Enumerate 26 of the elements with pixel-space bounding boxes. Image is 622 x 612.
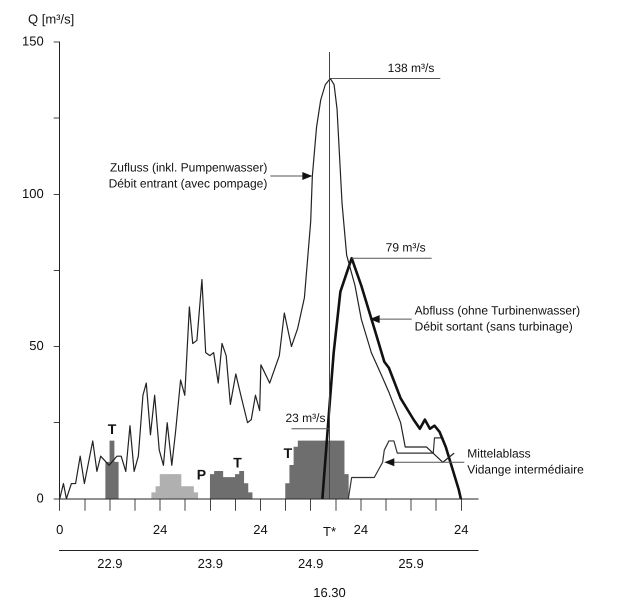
x2-tick-label: 25.9 <box>398 556 424 571</box>
annotation: Mittelablass Vidange intermédiaire <box>467 446 584 477</box>
annotation: T <box>233 454 242 470</box>
x-tick-label: 0 <box>56 522 64 538</box>
annotation: Zufluss (inkl. Pumpenwasser) Débit entrant (avec pompage) <box>108 160 268 190</box>
x-tick-label: 24 <box>354 522 368 538</box>
y-tick-label: 0 <box>36 490 44 506</box>
y-tick-label: 100 <box>22 186 44 201</box>
x-tick-label: 24 <box>152 522 168 538</box>
annotation: Abfluss (ohne Turbinenwasser) Débit sortant (sans turbinage) <box>414 303 580 334</box>
annotation: T <box>108 420 117 437</box>
annotation: 23 m³/s <box>285 411 326 426</box>
x2-tick-label: 23.9 <box>198 556 223 571</box>
text: 16.30 <box>313 585 346 600</box>
x2-tick-label: 24.9 <box>298 556 324 571</box>
annotation: 138 m³/s <box>388 60 434 75</box>
annotation: P <box>196 466 206 482</box>
annotation: 79 m³/s <box>386 240 426 255</box>
y-axis-title: Q [m³/s] <box>28 12 74 27</box>
y-tick-label: 50 <box>29 338 44 354</box>
x-tick-label: 24 <box>454 522 468 538</box>
y-tick-label: 150 <box>22 34 44 49</box>
ref-line-label: T* <box>323 524 336 539</box>
annotation: T <box>284 445 293 462</box>
x2-tick-label: 22.9 <box>97 556 123 571</box>
x-tick-label: 24 <box>253 522 268 538</box>
